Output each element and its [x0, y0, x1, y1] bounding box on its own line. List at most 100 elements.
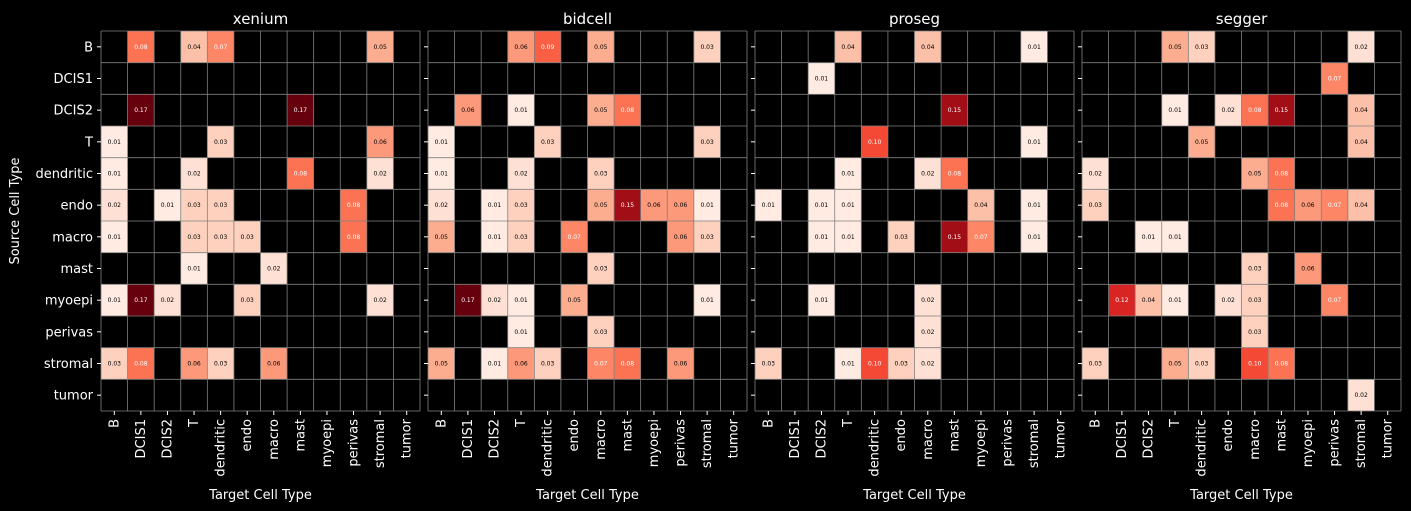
x-tick-label: T — [514, 419, 529, 428]
cell-value-label: 0.08 — [948, 171, 962, 178]
cell-value-label: 0.04 — [1354, 107, 1368, 114]
x-tick-label: B — [107, 419, 122, 428]
cell-value-label: 0.03 — [241, 297, 255, 304]
x-tick-label: DCIS1 — [1115, 419, 1130, 458]
heatmap-cell — [481, 189, 508, 221]
cell-value-label: 0.17 — [294, 107, 308, 114]
cell-value-label: 0.02 — [488, 297, 502, 304]
heatmap-cell — [587, 157, 615, 190]
heatmap-cell — [1082, 189, 1109, 221]
heatmap-cell — [1135, 284, 1162, 316]
heatmap-cell — [507, 157, 535, 190]
cell-value-label: 0.05 — [594, 107, 608, 114]
x-tick-label: T — [1168, 419, 1183, 428]
heatmap-cell — [834, 31, 862, 63]
x-tick-label: tumor — [1381, 418, 1396, 458]
heatmap-cell — [1214, 94, 1242, 126]
cell-value-label: 0.01 — [815, 234, 829, 241]
cell-value-label: 0.10 — [868, 139, 882, 146]
cell-value-label: 0.03 — [187, 202, 201, 209]
cell-value-label: 0.02 — [1354, 44, 1368, 51]
heatmap-cell — [534, 31, 561, 63]
heatmap-panel-proseg: proseg 0.04 0.04 0.01 0.01 0.15 0.10 0.01 0.01 0.… — [751, 10, 1075, 503]
heatmap-cell — [861, 126, 888, 158]
heatmap-cell — [861, 347, 888, 380]
heatmap-cell — [207, 347, 234, 380]
heatmap-cell — [1161, 31, 1189, 63]
x-tick-label: endo — [894, 419, 909, 451]
cell-value-label: 0.07 — [1328, 76, 1342, 83]
heatmap-cell — [507, 347, 535, 380]
cell-value-label: 0.03 — [700, 139, 714, 146]
cell-value-label: 0.01 — [1027, 234, 1041, 241]
heatmap-cell — [207, 126, 234, 158]
heatmap-cell — [1321, 62, 1348, 95]
cell-value-label: 0.01 — [700, 202, 714, 209]
heatmap-cell — [834, 189, 862, 221]
heatmap-cell — [1188, 31, 1215, 63]
heatmap-cell — [887, 221, 915, 253]
heatmap-cell — [1241, 316, 1269, 348]
x-tick-label: dendritic — [868, 419, 883, 477]
cell-value-label: 0.10 — [868, 361, 882, 368]
heatmap-cell — [808, 284, 835, 316]
heatmap-cell — [1241, 284, 1269, 316]
heatmap-cell — [207, 189, 234, 221]
cell-value-label: 0.08 — [294, 171, 308, 178]
cell-value-label: 0.06 — [1301, 266, 1315, 273]
cell-value-label: 0.02 — [921, 297, 935, 304]
heatmap-cell — [127, 347, 155, 380]
cell-value-label: 0.01 — [1168, 234, 1182, 241]
heatmap-cell — [507, 284, 535, 316]
heatmap-cell — [914, 157, 942, 190]
x-tick-label: DCIS2 — [487, 419, 502, 458]
cell-value-label: 0.01 — [815, 202, 829, 209]
heatmap-cell — [340, 221, 367, 253]
y-tick-label: perivas — [45, 325, 93, 340]
cell-value-label: 0.07 — [214, 44, 228, 51]
heatmap-cell — [1294, 252, 1322, 285]
heatmap-cell — [1241, 157, 1269, 190]
cell-value-label: 0.06 — [1301, 202, 1315, 209]
cell-value-label: 0.01 — [187, 266, 201, 273]
cell-value-label: 0.06 — [267, 361, 281, 368]
heatmap-cell — [428, 157, 455, 190]
cell-value-label: 0.03 — [1195, 361, 1209, 368]
cell-value-label: 0.09 — [541, 44, 555, 51]
heatmap-cell — [101, 347, 128, 380]
cell-value-label: 0.01 — [841, 171, 855, 178]
y-axis-label: Source Cell Type — [8, 157, 23, 264]
cell-value-label: 0.01 — [108, 139, 122, 146]
cell-value-label: 0.05 — [594, 202, 608, 209]
x-tick-label: mast — [293, 419, 308, 452]
cell-value-label: 0.15 — [621, 202, 635, 209]
x-tick-label: T — [187, 419, 202, 428]
heatmap-cell — [180, 31, 208, 63]
cell-value-label: 0.03 — [895, 234, 909, 241]
cell-value-label: 0.17 — [134, 107, 148, 114]
cell-value-label: 0.01 — [108, 234, 122, 241]
heatmap-panel-bidcell: bidcell 0.06 0.09 0.05 0.03 0.06 0.01 0.05 0.08 0… — [424, 10, 748, 503]
cell-value-label: 0.17 — [461, 297, 475, 304]
x-tick-label: myoepi — [1301, 419, 1316, 467]
x-axis-label: Target Cell Type — [535, 488, 639, 503]
heatmap-cell — [587, 189, 615, 221]
heatmap-cell — [366, 284, 394, 316]
cell-value-label: 0.03 — [214, 234, 228, 241]
heatmap-cell — [507, 221, 535, 253]
cell-value-label: 0.01 — [815, 297, 829, 304]
x-tick-label: DCIS2 — [1141, 419, 1156, 458]
cell-value-label: 0.01 — [1027, 202, 1041, 209]
cell-value-label: 0.06 — [674, 234, 688, 241]
cell-value-label: 0.05 — [1195, 139, 1209, 146]
x-tick-label: DCIS1 — [788, 419, 803, 458]
heatmap-cell — [1241, 94, 1269, 126]
heatmap-cell — [507, 31, 535, 63]
heatmap-cell — [614, 347, 641, 380]
heatmap-cell — [834, 347, 862, 380]
cell-value-label: 0.04 — [921, 44, 935, 51]
heatmap-cell — [1268, 347, 1295, 380]
heatmap-cell — [154, 189, 181, 221]
heatmap-cell — [507, 189, 535, 221]
heatmap-cell — [127, 94, 155, 126]
